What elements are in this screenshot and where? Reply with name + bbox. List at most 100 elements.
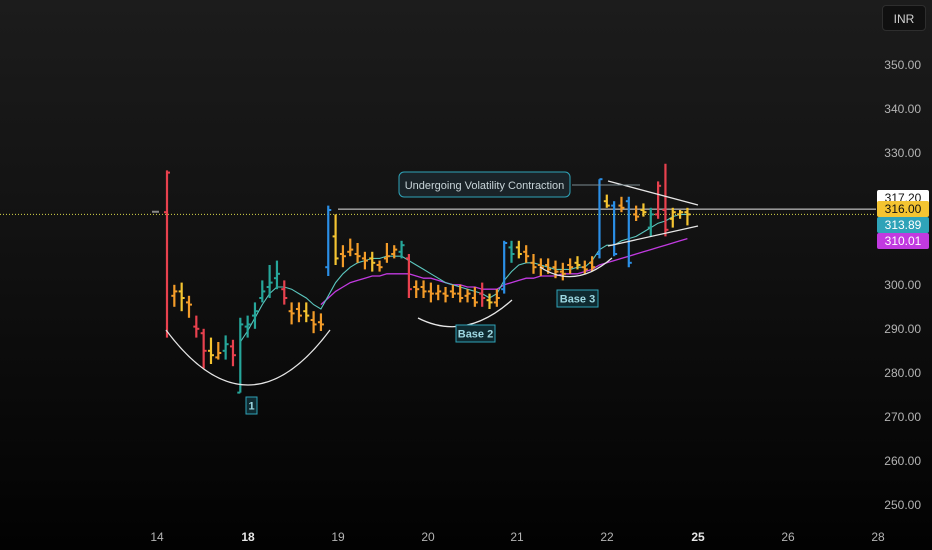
candle[interactable] (413, 280, 420, 298)
x-tick-label: 21 (510, 530, 524, 544)
candle[interactable] (295, 302, 302, 323)
candle[interactable] (596, 178, 603, 259)
candle[interactable] (552, 260, 559, 279)
candle[interactable] (625, 196, 632, 268)
candle[interactable] (266, 265, 273, 298)
candle[interactable] (251, 302, 258, 329)
candle[interactable] (420, 280, 427, 298)
y-tick-label: 340.00 (884, 102, 921, 116)
candle[interactable] (523, 245, 530, 263)
price-label[interactable]: 313.89 (877, 217, 929, 233)
candle[interactable] (164, 170, 170, 338)
base-1-curve[interactable] (165, 329, 331, 386)
y-tick-label: 300.00 (884, 278, 921, 292)
base-3-curve[interactable] (539, 257, 613, 278)
price-axis[interactable]: 350.00340.00330.00320.00300.00290.00280.… (884, 58, 921, 512)
candle[interactable] (669, 207, 676, 228)
candle[interactable] (559, 262, 566, 281)
candle[interactable] (310, 311, 317, 334)
triangle-lower-line[interactable] (607, 225, 699, 247)
candle[interactable] (603, 194, 610, 208)
candle[interactable] (193, 315, 200, 338)
candle[interactable] (361, 251, 368, 270)
base-1-label-box[interactable] (245, 396, 258, 415)
candle[interactable] (493, 289, 500, 307)
candle[interactable] (207, 337, 214, 364)
currency-button[interactable]: INR (882, 5, 926, 31)
x-tick-label: 20 (421, 530, 435, 544)
candle[interactable] (486, 293, 493, 309)
y-tick-label: 330.00 (884, 146, 921, 160)
candle[interactable] (567, 258, 574, 274)
candle[interactable] (471, 287, 478, 307)
candle[interactable] (435, 284, 442, 301)
stray-tick (152, 210, 159, 213)
candle[interactable] (655, 181, 662, 219)
candle[interactable] (589, 256, 596, 272)
candle[interactable] (317, 313, 324, 331)
price-label-text: 310.01 (885, 234, 922, 248)
candle[interactable] (376, 260, 383, 272)
candle[interactable] (259, 280, 266, 303)
candle[interactable] (508, 240, 515, 263)
candle[interactable] (288, 302, 295, 325)
candle[interactable] (479, 282, 486, 307)
candle[interactable] (244, 315, 251, 338)
candle[interactable] (347, 238, 354, 257)
candle[interactable] (442, 287, 449, 303)
candle[interactable] (530, 254, 537, 274)
x-tick-label: 22 (600, 530, 614, 544)
candle[interactable] (215, 342, 222, 360)
candle[interactable] (640, 203, 647, 217)
price-label-text: 313.89 (885, 218, 922, 232)
y-tick-label: 260.00 (884, 454, 921, 468)
candle[interactable] (237, 317, 244, 394)
base-3-label-box[interactable] (556, 289, 599, 308)
candle[interactable] (229, 339, 236, 367)
candle[interactable] (427, 282, 434, 303)
candle[interactable] (501, 240, 508, 294)
candle[interactable] (332, 214, 339, 265)
candle[interactable] (273, 260, 280, 290)
candle[interactable] (611, 201, 618, 257)
candle[interactable] (398, 240, 405, 259)
candle[interactable] (185, 295, 192, 318)
candle[interactable] (457, 284, 464, 303)
x-tick-label: 14 (150, 530, 164, 544)
candle[interactable] (171, 284, 178, 307)
date-axis[interactable]: 14 18 19 20 21 22 25 26 28 (150, 530, 885, 544)
volatility-annotation-box[interactable] (398, 171, 571, 198)
candle[interactable] (449, 284, 456, 298)
candle[interactable] (354, 243, 361, 263)
candle[interactable] (677, 210, 684, 219)
candle[interactable] (339, 245, 346, 268)
candle[interactable] (574, 256, 581, 270)
candle[interactable] (662, 163, 669, 237)
candle[interactable] (405, 254, 412, 298)
candle[interactable] (178, 282, 185, 312)
price-label[interactable]: 316.00 (877, 201, 929, 217)
candle[interactable] (464, 289, 471, 303)
candle[interactable] (515, 240, 522, 259)
candle[interactable] (200, 328, 207, 369)
candle[interactable] (633, 205, 640, 221)
price-label[interactable]: 310.01 (877, 233, 929, 249)
candle[interactable] (383, 243, 390, 263)
candle[interactable] (581, 260, 588, 274)
price-label-bg (877, 217, 929, 233)
base-2-label-box[interactable] (455, 324, 496, 343)
candle[interactable] (684, 207, 691, 226)
candle[interactable] (281, 280, 288, 305)
candle[interactable] (647, 207, 654, 237)
candle[interactable] (222, 335, 229, 360)
candle[interactable] (618, 196, 625, 213)
candle[interactable] (391, 245, 398, 259)
candle[interactable] (369, 251, 376, 272)
base-1-label-text: 1 (248, 401, 254, 413)
candle[interactable] (303, 302, 310, 323)
price-label-bg (877, 201, 929, 217)
candle[interactable] (325, 205, 332, 276)
base-2-label-text: Base 2 (458, 329, 493, 341)
base-3-label-text: Base 3 (560, 294, 595, 306)
